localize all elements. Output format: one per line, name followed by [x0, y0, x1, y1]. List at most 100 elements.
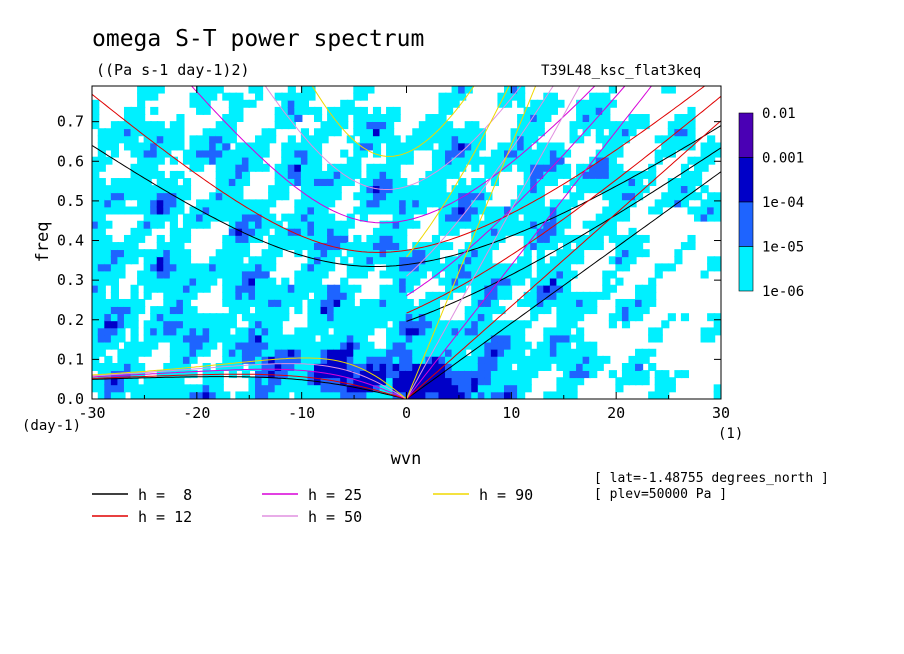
contour-cell [359, 377, 368, 386]
contour-cell [307, 256, 316, 265]
contour-cell [399, 334, 408, 343]
contour-cell [379, 355, 388, 364]
contour-cell [621, 306, 631, 315]
contour-cell [523, 149, 532, 158]
contour-cell [458, 206, 467, 215]
contour-cell [156, 320, 165, 329]
contour-cell [418, 121, 427, 130]
contour-cell [359, 320, 368, 329]
contour-cell [641, 170, 650, 179]
contour-cell [156, 306, 165, 315]
contour-cell [621, 298, 631, 307]
contour-cell [602, 156, 611, 165]
contour-cell [589, 163, 598, 172]
contour-cell [464, 185, 473, 194]
contour-cell [667, 263, 676, 272]
contour-cell [248, 163, 257, 172]
contour-cell [628, 377, 637, 386]
contour-cell [445, 341, 454, 350]
contour-cell [530, 199, 539, 208]
contour-cell [523, 263, 532, 272]
contour-cell [320, 135, 329, 144]
contour-cell [438, 320, 447, 329]
contour-cell [523, 270, 532, 279]
contour-cell [667, 135, 676, 144]
contour-cell [123, 256, 133, 265]
contour-cell [156, 220, 165, 229]
contour-cell [261, 298, 270, 307]
contour-cell [635, 234, 644, 243]
contour-cell [680, 142, 690, 151]
y-tick-label: 0.7 [57, 113, 84, 131]
contour-cell [104, 341, 113, 350]
spectrum-contours [92, 86, 721, 399]
contour-cell [300, 99, 310, 108]
contour-cell [320, 341, 329, 350]
contour-cell [327, 234, 336, 243]
contour-cell [287, 92, 296, 101]
contour-cell [641, 114, 650, 122]
contour-cell [412, 135, 421, 144]
contour-cell [602, 213, 611, 222]
contour-cell [477, 206, 486, 215]
contour-cell [261, 213, 270, 222]
contour-cell [307, 185, 316, 194]
contour-cell [92, 291, 100, 300]
contour-cell [156, 327, 165, 336]
contour-cell [451, 377, 460, 386]
contour-cell [628, 306, 637, 315]
contour-cell [130, 391, 139, 399]
contour-cell [189, 277, 198, 286]
contour-cell [130, 114, 139, 122]
contour-cell [307, 192, 316, 201]
contour-cell [530, 213, 539, 222]
contour-cell [104, 206, 113, 215]
contour-cell [169, 242, 178, 251]
contour-cell [313, 170, 323, 179]
contour-cell [648, 277, 657, 286]
contour-cell [523, 114, 532, 122]
contour-cell [248, 256, 257, 265]
contour-cell [608, 320, 617, 329]
contour-cell [359, 313, 368, 322]
contour-cell [366, 263, 375, 272]
contour-cell [372, 242, 382, 251]
contour-cell [582, 242, 591, 251]
contour-cell [536, 213, 545, 222]
contour-cell [543, 213, 552, 222]
contour-cell [346, 156, 355, 165]
contour-cell [392, 242, 401, 251]
contour-cell [674, 128, 683, 137]
contour-cell [327, 263, 336, 272]
contour-cell [372, 142, 382, 151]
contour-cell [484, 270, 493, 279]
contour-cell [235, 185, 244, 194]
contour-cell [104, 263, 113, 272]
contour-cell [576, 363, 585, 371]
contour-cell [372, 114, 382, 122]
contour-cell [130, 170, 139, 179]
contour-cell [484, 313, 493, 322]
contour-cell [137, 121, 146, 130]
contour-cell [294, 242, 303, 251]
contour-cell [235, 284, 244, 293]
contour-cell [543, 391, 552, 399]
contour-cell [608, 163, 617, 172]
contour-cell [346, 391, 355, 399]
contour-cell [503, 355, 513, 364]
contour-cell [228, 306, 237, 315]
contour-cell [163, 270, 172, 279]
contour-cell [150, 277, 159, 286]
contour-cell [412, 391, 421, 399]
contour-cell [576, 370, 585, 379]
contour-cell [248, 213, 257, 222]
contour-cell [608, 170, 617, 179]
contour-cell [464, 199, 473, 208]
contour-cell [543, 178, 552, 187]
contour-cell [294, 114, 303, 122]
contour-cell [562, 206, 572, 215]
contour-cell [92, 341, 100, 350]
contour-cell [484, 298, 493, 307]
contour-cell [359, 363, 368, 371]
contour-cell [556, 341, 565, 350]
